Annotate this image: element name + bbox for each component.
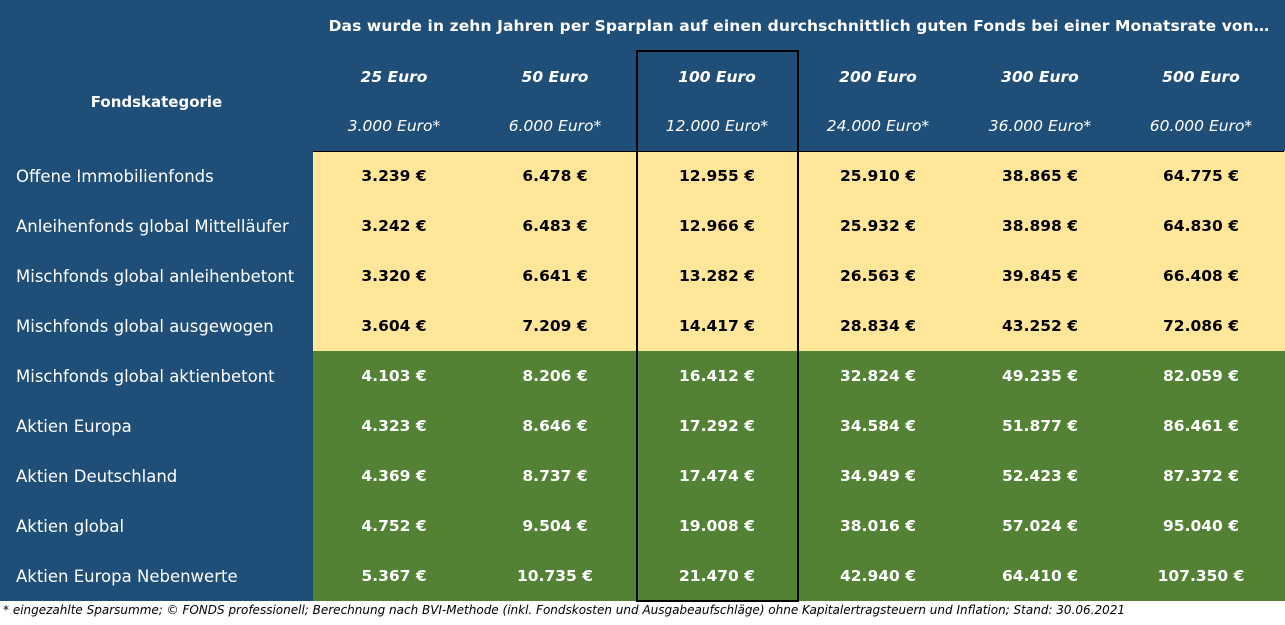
table-cell: 8.206 € xyxy=(522,367,588,385)
header-divider xyxy=(313,151,1284,152)
table-cell: 13.282 € xyxy=(679,267,755,285)
table-cell: 38.016 € xyxy=(840,517,916,535)
table-cell: 39.845 € xyxy=(1002,267,1078,285)
table-cell: 8.737 € xyxy=(522,467,588,485)
row-category-label: Aktien global xyxy=(16,516,125,536)
column-rate-header: 100 Euro xyxy=(678,67,756,86)
table-cell: 82.059 € xyxy=(1163,367,1239,385)
row-category-label: Offene Immobilienfonds xyxy=(16,166,214,186)
table-cell: 5.367 € xyxy=(361,567,427,585)
table-cell: 3.604 € xyxy=(361,317,427,335)
table-cell: 3.320 € xyxy=(361,267,427,285)
row-category-label: Mischfonds global ausgewogen xyxy=(16,316,274,336)
table-cell: 8.646 € xyxy=(522,417,588,435)
table-cell: 4.103 € xyxy=(361,367,427,385)
table-cell: 72.086 € xyxy=(1163,317,1239,335)
table-cell: 38.865 € xyxy=(1002,167,1078,185)
table-cell: 28.834 € xyxy=(840,317,916,335)
column-rate-header: 300 Euro xyxy=(1001,67,1079,86)
table-cell: 25.910 € xyxy=(840,167,916,185)
table-cell: 64.410 € xyxy=(1002,567,1078,585)
table-title: Das wurde in zehn Jahren per Sparplan au… xyxy=(328,17,1270,35)
row-category-label: Anleihenfonds global Mittelläufer xyxy=(16,216,289,236)
category-column-header: Fondskategorie xyxy=(90,92,223,111)
table-cell: 7.209 € xyxy=(522,317,588,335)
table-cell: 17.292 € xyxy=(679,417,755,435)
table-cell: 19.008 € xyxy=(679,517,755,535)
table-cell: 86.461 € xyxy=(1163,417,1239,435)
category-column-background xyxy=(0,151,313,601)
column-sum-header: 12.000 Euro* xyxy=(665,117,769,135)
column-sum-header: 36.000 Euro* xyxy=(988,117,1092,135)
table-cell: 42.940 € xyxy=(840,567,916,585)
column-rate-header: 500 Euro xyxy=(1162,67,1240,86)
table-cell: 107.350 € xyxy=(1157,567,1245,585)
table-cell: 43.252 € xyxy=(1002,317,1078,335)
table-cell: 3.239 € xyxy=(361,167,427,185)
row-category-label: Aktien Europa xyxy=(16,416,132,436)
footnote: * eingezahlte Sparsumme; © FONDS profess… xyxy=(3,603,1126,617)
table-cell: 38.898 € xyxy=(1002,217,1078,235)
yellow-group-background xyxy=(313,151,1285,351)
table-cell: 12.966 € xyxy=(679,217,755,235)
table-cell: 34.949 € xyxy=(840,467,916,485)
table-cell: 26.563 € xyxy=(840,267,916,285)
table-cell: 52.423 € xyxy=(1002,467,1078,485)
table-cell: 14.417 € xyxy=(679,317,755,335)
table-cell: 17.474 € xyxy=(679,467,755,485)
table-cell: 6.641 € xyxy=(522,267,588,285)
table-cell: 34.584 € xyxy=(840,417,916,435)
table-cell: 6.483 € xyxy=(522,217,588,235)
column-sum-header: 6.000 Euro* xyxy=(508,117,602,135)
table-cell: 4.369 € xyxy=(361,467,427,485)
column-sum-header: 24.000 Euro* xyxy=(826,117,930,135)
table-cell: 25.932 € xyxy=(840,217,916,235)
table-cell: 57.024 € xyxy=(1002,517,1078,535)
column-rate-header: 200 Euro xyxy=(839,67,917,86)
green-group-background xyxy=(313,351,1285,601)
column-sum-header: 60.000 Euro* xyxy=(1149,117,1253,135)
savings-plan-table: Das wurde in zehn Jahren per Sparplan au… xyxy=(0,0,1285,602)
row-category-label: Aktien Deutschland xyxy=(16,466,178,486)
table-cell: 4.752 € xyxy=(361,517,427,535)
table-cell: 87.372 € xyxy=(1163,467,1239,485)
row-category-label: Mischfonds global anleihenbetont xyxy=(16,266,295,286)
row-category-label: Aktien Europa Nebenwerte xyxy=(16,566,238,586)
table-cell: 49.235 € xyxy=(1002,367,1078,385)
column-rate-header: 25 Euro xyxy=(360,67,428,86)
header-background xyxy=(0,0,1285,151)
table-cell: 3.242 € xyxy=(361,217,427,235)
table-cell: 64.775 € xyxy=(1163,167,1239,185)
table-cell: 32.824 € xyxy=(840,367,916,385)
row-category-label: Mischfonds global aktienbetont xyxy=(16,366,275,386)
table-cell: 12.955 € xyxy=(679,167,755,185)
column-rate-header: 50 Euro xyxy=(521,67,589,86)
table-cell: 21.470 € xyxy=(679,567,755,585)
table-cell: 6.478 € xyxy=(522,167,588,185)
table-cell: 4.323 € xyxy=(361,417,427,435)
table-cell: 9.504 € xyxy=(522,517,588,535)
table-cell: 10.735 € xyxy=(517,567,593,585)
table-cell: 51.877 € xyxy=(1002,417,1078,435)
table-cell: 64.830 € xyxy=(1163,217,1239,235)
column-sum-header: 3.000 Euro* xyxy=(347,117,441,135)
table-cell: 66.408 € xyxy=(1163,267,1239,285)
table-cell: 16.412 € xyxy=(679,367,755,385)
table-cell: 95.040 € xyxy=(1163,517,1239,535)
